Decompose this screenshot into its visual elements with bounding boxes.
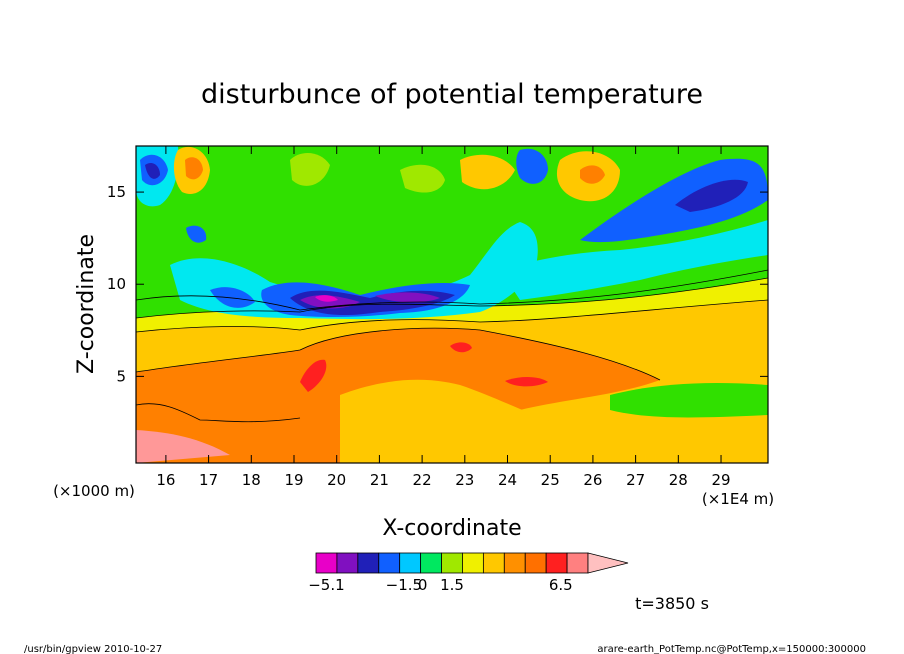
x-tick-label: 16	[156, 471, 175, 489]
footer-right: arare-earth_PotTemp.nc@PotTemp,x=150000:…	[597, 644, 866, 654]
y-tick-label: 15	[107, 183, 126, 201]
colorbar-swatch	[315, 552, 338, 574]
colorbar-swatch	[399, 552, 422, 574]
x-tick-label: 21	[370, 471, 389, 489]
x-tick-label: 28	[669, 471, 688, 489]
colorbar-label: 1.5	[440, 576, 464, 594]
lower-lightorange-region	[340, 379, 560, 463]
chart-title: disturbunce of potential temperature	[201, 79, 703, 110]
x-tick-label: 19	[284, 471, 303, 489]
contour-line	[136, 403, 301, 423]
upper-right-darkblue-core	[675, 179, 748, 212]
x-tick-label: 23	[455, 471, 474, 489]
colorbar	[315, 552, 629, 574]
contour-line	[136, 327, 661, 381]
y-tick-label: 5	[116, 367, 126, 385]
left-blue-cell	[186, 225, 207, 243]
small-orange-cell	[460, 154, 515, 190]
x-tick-label: 25	[541, 471, 560, 489]
colorbar-label: 0	[418, 576, 428, 594]
colorbar-label: −1.5	[386, 576, 422, 594]
x-tick-label: 29	[711, 471, 730, 489]
plot-frame	[135, 145, 769, 464]
y-tick-label: 10	[107, 275, 126, 293]
x-unit-left: (×1000 m)	[53, 482, 135, 500]
x-axis-ticks: 16 17 18 19 20 21 22 23 24 25 26 27 28 29	[156, 146, 731, 489]
contour-line	[136, 299, 768, 333]
x-tick-label: 17	[199, 471, 218, 489]
colorbar-label: −5.1	[308, 576, 344, 594]
x-tick-label: 27	[626, 471, 645, 489]
red-spot-1	[300, 359, 327, 392]
colorbar-swatch	[566, 552, 589, 574]
colorbar-swatch	[524, 552, 547, 574]
lime-cell-2	[400, 164, 445, 193]
colorbar-swatch	[357, 552, 380, 574]
colorbar-swatch	[545, 552, 568, 574]
contour-field	[136, 146, 768, 463]
purple-core-2	[375, 292, 440, 303]
x-tick-label: 22	[413, 471, 432, 489]
top-orange-core	[185, 157, 203, 180]
lower-right-green-region	[610, 383, 768, 418]
time-label: t=3850 s	[635, 594, 709, 613]
colorbar-swatch	[336, 552, 359, 574]
contour-line	[136, 269, 768, 311]
colorbar-swatch	[420, 552, 442, 574]
footer-left: /usr/bin/gpview 2010-10-27	[24, 644, 162, 654]
contour-line	[136, 277, 768, 319]
upper-right-blue-cell	[580, 158, 768, 243]
upper-blue-cell	[516, 148, 548, 184]
colorbar-swatch	[482, 552, 505, 574]
colorbar-labels: −5.1 −1.50 1.5 6.5	[308, 576, 572, 594]
right-cyan-layer	[500, 220, 768, 300]
colorbar-swatch	[441, 552, 463, 574]
y-axis-label: Z-coordinate	[74, 234, 99, 374]
colorbar-swatch	[462, 552, 484, 574]
top-left-darkblue	[145, 163, 160, 179]
colorbar-extension-arrow	[587, 552, 629, 574]
lower-left-pink-region	[136, 430, 230, 463]
red-spot-3	[505, 376, 548, 387]
y-axis-ticks: 5 10 15	[107, 183, 768, 385]
colorbar-swatch	[378, 552, 401, 574]
red-spot-2	[450, 342, 472, 353]
magenta-core	[315, 295, 338, 302]
upper-right-orange-core	[580, 165, 605, 184]
blue-blob	[210, 287, 255, 308]
x-tick-label: 26	[583, 471, 602, 489]
x-tick-label: 24	[498, 471, 517, 489]
x-unit-right: (×1E4 m)	[702, 490, 774, 508]
x-axis-label: X-coordinate	[382, 516, 521, 541]
x-tick-label: 20	[327, 471, 346, 489]
lime-cell	[290, 153, 330, 186]
colorbar-swatch	[503, 552, 526, 574]
x-tick-label: 18	[242, 471, 261, 489]
colorbar-label: 6.5	[549, 576, 573, 594]
